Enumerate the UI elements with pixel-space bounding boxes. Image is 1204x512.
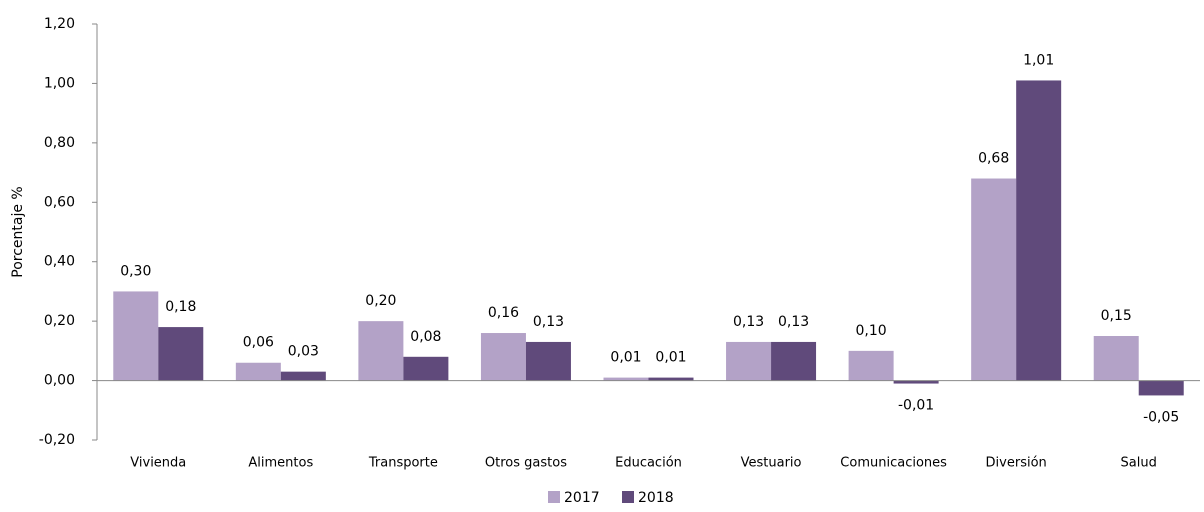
value-label: 0,01 [610, 350, 641, 366]
bar [525, 341, 571, 381]
bar [848, 350, 894, 381]
y-tick-label: 1,20 [44, 16, 75, 32]
x-tick-label: Comunicaciones [840, 456, 947, 471]
legend-swatch [622, 491, 634, 503]
bar [1016, 80, 1062, 381]
bar [771, 341, 817, 381]
bar [726, 341, 772, 381]
y-axis-label: Porcentaje % [10, 186, 26, 277]
value-label: 0,20 [365, 293, 396, 309]
bar [235, 362, 281, 381]
value-label: 0,10 [856, 323, 887, 339]
x-tick-label: Otros gastos [485, 456, 567, 471]
value-label: 0,13 [533, 314, 564, 330]
x-tick-label: Alimentos [248, 456, 313, 471]
y-tick-label: 0,20 [44, 313, 75, 329]
y-tick-label: 0,80 [44, 135, 75, 151]
bar [113, 291, 159, 381]
value-label: 0,16 [488, 305, 519, 321]
legend-swatch [548, 491, 560, 503]
value-label: 0,13 [778, 314, 809, 330]
bar [403, 356, 449, 381]
value-label: -0,05 [1143, 409, 1179, 425]
y-tick-label: 0,60 [44, 194, 75, 210]
x-tick-label: Transporte [368, 456, 438, 471]
y-tick-label: 0,00 [44, 373, 75, 389]
value-label: 0,01 [655, 350, 686, 366]
y-tick-label: 0,40 [44, 254, 75, 270]
value-label: 0,18 [165, 299, 196, 315]
value-label: 0,15 [1101, 308, 1132, 324]
x-tick-label: Diversión [986, 456, 1047, 471]
value-label: 0,08 [410, 329, 441, 345]
bar [280, 371, 326, 381]
value-label: 0,13 [733, 314, 764, 330]
x-tick-label: Educación [615, 456, 682, 471]
bar [358, 321, 404, 381]
value-label: 0,03 [288, 344, 319, 360]
bar [971, 178, 1017, 381]
x-tick-label: Vivienda [130, 456, 186, 471]
bar [1138, 380, 1184, 396]
bar [158, 327, 204, 381]
y-tick-label: 1,00 [44, 75, 75, 91]
value-label: 1,01 [1023, 52, 1054, 68]
bar [603, 377, 649, 381]
legend-label: 2017 [564, 490, 600, 506]
x-tick-label: Salud [1121, 456, 1157, 471]
bar [480, 333, 526, 381]
value-label: -0,01 [898, 398, 934, 414]
bar [893, 380, 939, 384]
value-label: 0,68 [978, 151, 1009, 167]
bar [648, 377, 694, 381]
y-tick-label: -0,20 [39, 432, 75, 448]
legend-label: 2018 [638, 490, 674, 506]
value-label: 0,30 [120, 263, 151, 279]
value-label: 0,06 [243, 335, 274, 351]
bar [1093, 336, 1139, 381]
x-tick-label: Vestuario [741, 456, 802, 471]
